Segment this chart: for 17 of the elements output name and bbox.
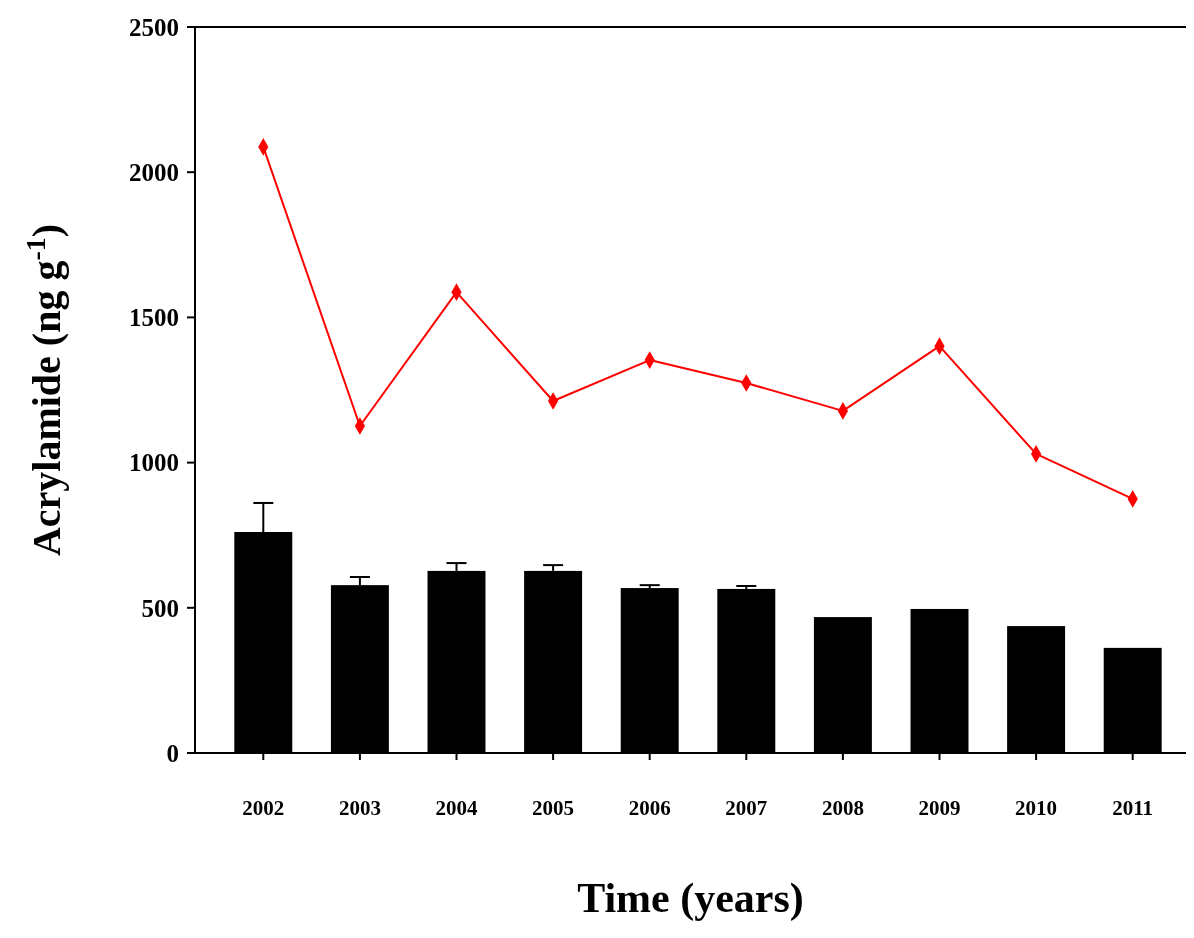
y-tick-label: 2000 [129,158,179,186]
y-tick-label: 1000 [129,449,179,477]
x-tick-label: 2010 [1015,796,1058,820]
x-tick-label: 2006 [628,796,671,820]
x-tick-label: 2011 [1112,796,1154,820]
x-tick-label: 2004 [435,796,478,820]
x-axis-title: Time (years) [577,875,804,922]
x-tick-label: 2003 [338,796,381,820]
x-tick-label: 2008 [821,796,864,820]
x-tick-label: 2009 [918,796,961,820]
y-tick-label: 500 [141,594,179,622]
x-tick-label: 2002 [242,796,285,820]
x-tick-label: 2005 [532,796,575,820]
x-tick-label: 2007 [725,796,768,820]
y-tick-label: 1500 [129,304,179,332]
y-tick-label: 2500 [129,13,179,41]
y-tick-label: 0 [166,739,179,767]
